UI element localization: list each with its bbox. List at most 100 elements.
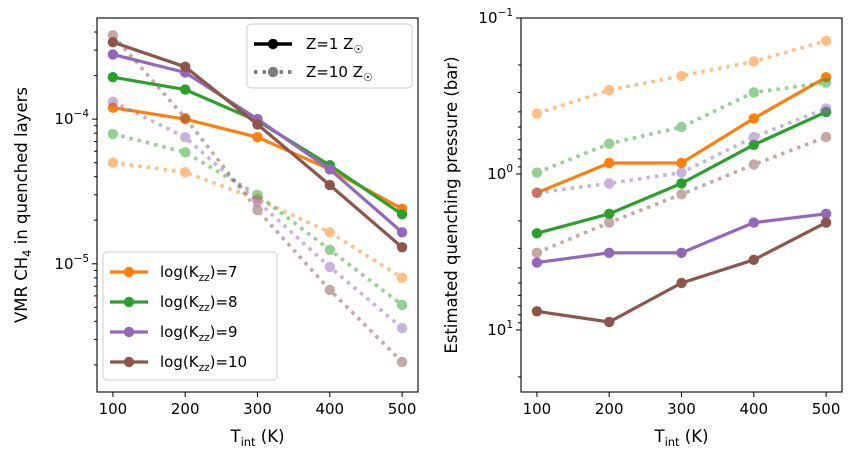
data-point — [107, 49, 119, 60]
y-tick-label: 10−1 — [478, 7, 513, 27]
data-point — [107, 30, 119, 41]
y-axis-label-right: Estimated quenching pressure (bar) — [442, 56, 461, 353]
series-z10-5 — [531, 77, 832, 178]
data-point — [604, 157, 615, 169]
legend-label: log(Kzz)=8 — [160, 293, 238, 314]
data-point — [107, 96, 119, 107]
data-point — [676, 167, 687, 178]
data-point — [531, 187, 543, 198]
legend-marker — [123, 326, 135, 338]
legend-label: Z=1 Z☉ — [306, 35, 363, 56]
x-tick-label: 100 — [99, 400, 128, 418]
data-point — [748, 113, 759, 124]
data-point — [252, 204, 263, 216]
legend-marker — [267, 38, 279, 50]
x-tick-label: 300 — [667, 400, 696, 418]
data-point — [252, 196, 263, 207]
series-z10-7 — [531, 131, 832, 258]
data-point — [676, 70, 687, 82]
data-point — [676, 157, 687, 169]
data-point — [676, 247, 687, 258]
series-line — [112, 100, 404, 330]
data-point — [396, 209, 408, 220]
series-line — [536, 80, 827, 175]
series-z10-6 — [107, 96, 408, 334]
data-point — [820, 131, 832, 143]
data-point — [531, 167, 543, 178]
data-point — [676, 121, 687, 133]
y-tick-label: 101 — [487, 319, 513, 339]
x-axis-label: Tint (K) — [229, 427, 284, 449]
series-z1-1 — [531, 106, 832, 239]
data-point — [396, 242, 408, 253]
data-point — [748, 87, 759, 98]
series-z10-7 — [107, 30, 408, 368]
data-point — [324, 261, 335, 273]
data-point — [180, 167, 191, 178]
series-line — [112, 160, 404, 280]
data-point — [396, 227, 408, 238]
data-point — [180, 61, 191, 72]
legend-style-sample — [254, 38, 292, 50]
data-point — [396, 322, 408, 334]
x-tick-label: 500 — [388, 400, 417, 418]
data-point — [604, 178, 615, 189]
data-point — [107, 72, 119, 83]
x-tick-label: 100 — [523, 400, 552, 418]
data-point — [820, 77, 832, 88]
data-point — [107, 157, 119, 168]
data-point — [531, 228, 543, 239]
legend-marker — [267, 66, 279, 78]
series-z10-4 — [531, 35, 832, 119]
data-point — [820, 208, 832, 219]
y-tick-label: 10−5 — [54, 253, 89, 273]
data-point — [676, 189, 687, 200]
legend-kzz: log(Kzz)=7 log(Kzz)=8 log(Kzz)=9 log(Kzz)=1… — [102, 251, 278, 381]
data-point — [180, 147, 191, 158]
y-tick-label: 10−4 — [54, 108, 89, 128]
data-point — [604, 316, 615, 328]
legend-box — [102, 251, 278, 381]
data-point — [748, 254, 759, 265]
data-point — [180, 112, 191, 124]
legend-marker — [123, 266, 135, 278]
legend-marker — [123, 356, 135, 368]
panel-right: 100 200 300 400 500 10−1 100 101 Tint (K) — [478, 7, 843, 449]
data-point — [676, 277, 687, 289]
data-point — [820, 103, 832, 114]
series-z10-6 — [531, 103, 832, 198]
data-point — [531, 257, 543, 268]
data-point — [820, 217, 832, 228]
data-point — [531, 108, 543, 119]
data-point — [604, 138, 615, 149]
data-point — [324, 164, 335, 175]
data-point — [748, 139, 759, 150]
legend-label: log(Kzz)=9 — [160, 323, 238, 344]
legend-label: log(Kzz)=7 — [160, 263, 238, 284]
data-point — [748, 56, 759, 67]
data-point — [252, 132, 263, 143]
data-point — [676, 178, 687, 189]
data-point — [180, 132, 191, 143]
series-z1-2 — [531, 208, 832, 268]
data-point — [107, 128, 119, 140]
series-line — [536, 221, 827, 324]
x-tick-label: 200 — [595, 400, 624, 418]
series-z1-3 — [531, 217, 832, 328]
x-tick-label: 200 — [171, 400, 200, 418]
y-tick-label: 100 — [487, 163, 513, 183]
x-tick-label: 300 — [243, 400, 272, 418]
data-point — [531, 247, 543, 258]
data-point — [180, 84, 191, 95]
legend-style-sample — [254, 66, 292, 78]
panel-left: 100 200 300 400 500 10−4 10−5 Tint (K) — [54, 17, 419, 449]
data-point — [324, 179, 335, 191]
data-point — [748, 131, 759, 143]
legend-label: log(Kzz)=10 — [160, 353, 247, 374]
data-point — [604, 84, 615, 96]
data-point — [324, 284, 335, 296]
data-point — [604, 208, 615, 219]
x-tick-label: 400 — [739, 400, 768, 418]
